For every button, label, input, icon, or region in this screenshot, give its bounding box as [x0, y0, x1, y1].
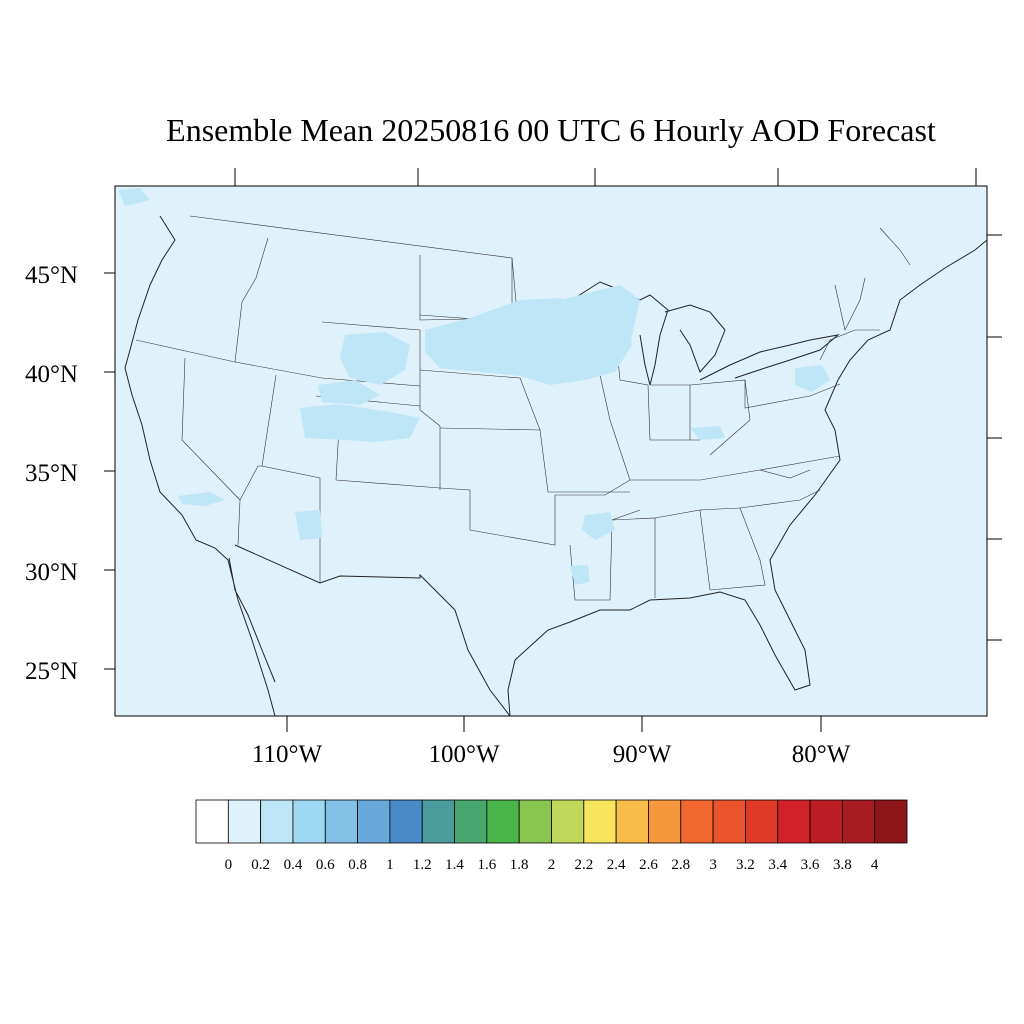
colorbar-swatch — [292, 799, 326, 844]
colorbar-swatch — [518, 799, 552, 844]
lat-label: 25°N — [25, 658, 78, 685]
colorbar-swatch — [841, 799, 876, 844]
land-outline — [124, 215, 988, 717]
colorbar-label: 2.4 — [607, 857, 626, 873]
longitude-axis: 110°W 100°W 90°W 80°W — [252, 716, 851, 768]
lon-label: 90°W — [613, 741, 672, 768]
colorbar-label: 2.6 — [639, 857, 658, 873]
colorbar-label: 3.4 — [768, 857, 787, 873]
colorbar-label: 0.6 — [316, 857, 335, 873]
aod-plume — [295, 510, 322, 540]
colorbar-swatch — [712, 799, 746, 844]
colorbar-label: 1.6 — [477, 857, 496, 873]
aod-plume — [118, 188, 150, 206]
aod-plumes — [118, 188, 830, 585]
aod-plume — [560, 285, 640, 350]
lat-label: 30°N — [25, 559, 78, 586]
aod-plume — [318, 380, 380, 405]
latitude-axis: 45°N 40°N 35°N 30°N 25°N — [25, 262, 115, 685]
colorbar-label: 2 — [548, 857, 556, 873]
colorbar-label: 3.6 — [801, 857, 820, 873]
aod-plume — [570, 565, 590, 585]
colorbar-label: 0.4 — [284, 857, 303, 873]
colorbar-swatch — [227, 799, 262, 844]
colorbar-swatch — [874, 799, 908, 844]
colorbar-label: 2.8 — [671, 857, 690, 873]
lon-label: 110°W — [252, 741, 323, 768]
aod-plume — [300, 404, 420, 442]
colorbar-label: 1 — [386, 857, 394, 873]
right-ticks — [987, 234, 1002, 641]
colorbar-swatch — [389, 799, 423, 844]
colorbar-label: 3.2 — [736, 857, 755, 873]
colorbar-label: 0.2 — [251, 857, 270, 873]
colorbar-swatch — [680, 799, 714, 844]
aod-plume — [582, 512, 615, 540]
aod-plume — [178, 492, 225, 506]
colorbar-swatch — [615, 799, 649, 844]
colorbar-swatch — [357, 799, 391, 844]
colorbar-swatch — [745, 799, 779, 844]
lon-label: 80°W — [792, 741, 851, 768]
colorbar-swatch — [454, 799, 488, 844]
map-panel — [114, 185, 988, 717]
colorbar-label: 1.4 — [445, 857, 464, 873]
colorbar-swatch — [324, 799, 358, 844]
aod-plume — [795, 365, 830, 392]
colorbar-swatch — [551, 799, 585, 844]
colorbar-swatch — [777, 799, 811, 844]
colorbar-label: 4 — [871, 857, 879, 873]
colorbar-swatch — [583, 799, 617, 844]
map-title: Ensemble Mean 20250816 00 UTC 6 Hourly A… — [166, 112, 936, 148]
colorbar-label: 1.8 — [510, 857, 529, 873]
colorbar-swatch — [421, 799, 455, 844]
aod-plume — [340, 332, 410, 385]
lon-label: 100°W — [428, 741, 499, 768]
lat-label: 35°N — [25, 460, 78, 487]
colorbar-label: 0 — [225, 857, 233, 873]
colorbar: 0 0.2 0.4 0.6 0.8 1 1.2 1.4 1.6 1.8 2 2.2 2.4 2.6 2.8 3… — [195, 799, 908, 873]
colorbar-swatch — [486, 799, 520, 844]
colorbar-swatch — [195, 799, 229, 844]
colorbar-swatch — [648, 799, 682, 844]
colorbar-label: 2.2 — [574, 857, 593, 873]
top-ticks — [234, 168, 977, 186]
colorbar-swatch — [809, 799, 843, 844]
colorbar-swatch — [260, 799, 294, 844]
colorbar-label: 3 — [709, 857, 717, 873]
aod-plume — [690, 426, 725, 440]
colorbar-label: 3.8 — [833, 857, 852, 873]
lat-label: 45°N — [25, 262, 78, 289]
lat-label: 40°N — [25, 361, 78, 388]
colorbar-label: 1.2 — [413, 857, 432, 873]
colorbar-label: 0.8 — [348, 857, 367, 873]
